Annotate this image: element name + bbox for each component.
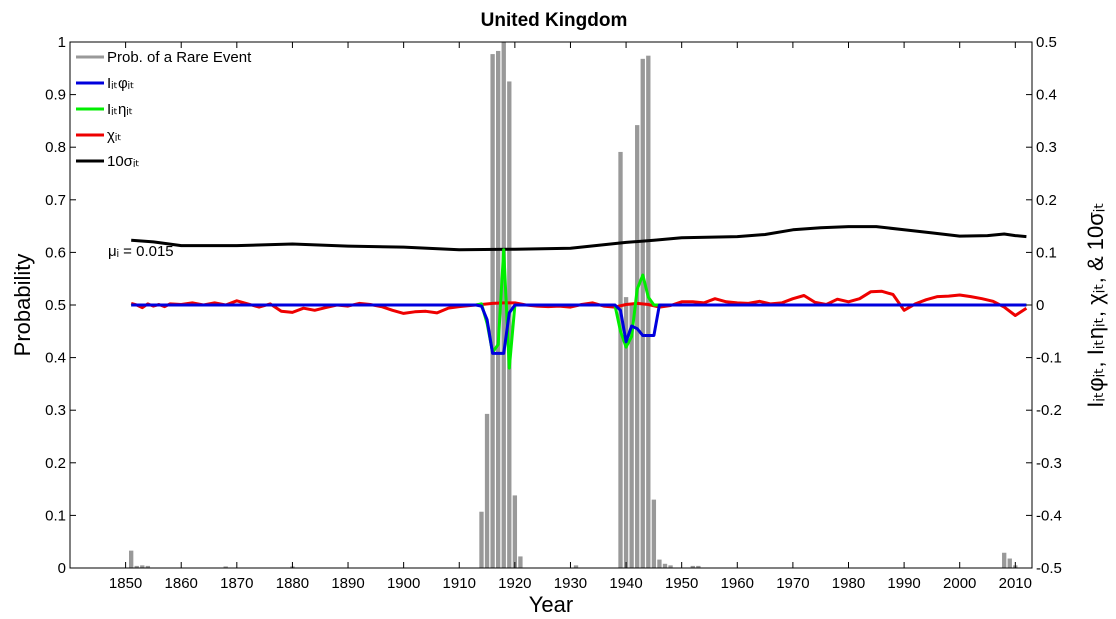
x-tick-label: 1920 bbox=[498, 575, 531, 592]
x-tick-label: 1880 bbox=[276, 575, 309, 592]
x-tick-label: 1870 bbox=[220, 575, 253, 592]
prob-bar bbox=[1007, 558, 1012, 568]
x-tick-label: 1910 bbox=[443, 575, 476, 592]
prob-bar bbox=[651, 499, 657, 568]
left-tick-label: 0 bbox=[58, 560, 66, 577]
prob-bar bbox=[623, 297, 629, 568]
left-tick-label: 0.5 bbox=[45, 297, 66, 314]
right-axis-label: Iᵢₜφᵢₜ, Iᵢₜηᵢₜ, χᵢₜ, & 10σᵢₜ bbox=[1083, 202, 1108, 407]
right-tick-label: 0.1 bbox=[1036, 244, 1057, 261]
prob-bar bbox=[507, 81, 512, 568]
x-tick-label: 2000 bbox=[943, 575, 976, 592]
x-tick-label: 1860 bbox=[165, 575, 198, 592]
right-tick-label: 0.5 bbox=[1036, 34, 1057, 51]
prob-bar bbox=[662, 563, 668, 568]
phi-line bbox=[131, 303, 1027, 355]
right-tick-label: 0 bbox=[1036, 297, 1044, 314]
prob-bar bbox=[484, 413, 490, 568]
left-tick-label: 0.9 bbox=[45, 87, 66, 104]
right-tick-label: 0.4 bbox=[1036, 87, 1057, 104]
x-tick-label: 1980 bbox=[832, 575, 865, 592]
prob-bar bbox=[518, 556, 523, 568]
chart-title: United Kingdom bbox=[481, 10, 628, 31]
prob-bar bbox=[640, 58, 645, 568]
prob-bar bbox=[696, 565, 701, 568]
legend: Prob. of a Rare Event Iᵢₜφᵢₜ Iᵢₜηᵢₜ χᵢₜ 10σᵢ… bbox=[76, 49, 252, 170]
sigma-line bbox=[131, 225, 1027, 252]
chi-legend-label: χᵢₜ bbox=[107, 127, 122, 144]
prob-bar bbox=[618, 151, 623, 568]
prob-bar bbox=[690, 565, 695, 568]
prob-bar bbox=[223, 566, 228, 568]
right-tick-label: -0.3 bbox=[1036, 455, 1062, 472]
mu-annotation: μᵢ = 0.015 bbox=[108, 243, 174, 260]
right-tick-label: -0.4 bbox=[1036, 507, 1062, 524]
x-tick-label: 1850 bbox=[109, 575, 142, 592]
prob-bar bbox=[629, 305, 634, 568]
x-tick-label: 1900 bbox=[387, 575, 420, 592]
prob-bar bbox=[573, 565, 579, 568]
right-tick-label: -0.1 bbox=[1036, 350, 1062, 367]
left-tick-label: 0.2 bbox=[45, 455, 66, 472]
probability-bars bbox=[128, 42, 1018, 568]
left-axis-label: Probability bbox=[10, 254, 35, 357]
prob-bar bbox=[145, 565, 151, 568]
sigma-legend-label: 10σᵢₜ bbox=[107, 153, 140, 170]
prob-bar bbox=[134, 565, 139, 568]
x-tick-label: 1950 bbox=[665, 575, 698, 592]
prob-legend-label: Prob. of a Rare Event bbox=[107, 49, 252, 66]
series-lines bbox=[130, 225, 1028, 370]
x-tick-label: 1970 bbox=[776, 575, 809, 592]
left-tick-label: 0.6 bbox=[45, 244, 66, 261]
x-axis-label: Year bbox=[529, 592, 573, 617]
prob-bar bbox=[512, 495, 518, 568]
phi-legend-label: Iᵢₜφᵢₜ bbox=[107, 75, 134, 92]
prob-bar bbox=[668, 565, 673, 568]
prob-bar bbox=[646, 55, 651, 568]
prob-bar bbox=[490, 54, 495, 568]
left-tick-label: 0.7 bbox=[45, 192, 66, 209]
x-tick-label: 1940 bbox=[609, 575, 642, 592]
left-tick-label: 0.3 bbox=[45, 402, 66, 419]
prob-bar bbox=[128, 550, 134, 568]
prob-bar bbox=[496, 50, 501, 568]
prob-bar bbox=[501, 42, 506, 568]
left-axis-ticks: 0 0.1 0.2 0.3 0.4 0.5 0.6 0.7 0.8 0.9 1 bbox=[45, 34, 76, 577]
left-tick-label: 1 bbox=[58, 34, 66, 51]
prob-bar bbox=[657, 559, 662, 568]
right-axis-ticks: -0.5 -0.4 -0.3 -0.2 -0.1 0 0.1 0.2 0.3 0.4 0.5 bbox=[1026, 34, 1062, 577]
eta-legend-label: Iᵢₜηᵢₜ bbox=[107, 101, 133, 118]
x-tick-label: 1990 bbox=[887, 575, 920, 592]
left-tick-label: 0.1 bbox=[45, 507, 66, 524]
prob-bar bbox=[1002, 552, 1007, 568]
left-tick-label: 0.4 bbox=[45, 350, 66, 367]
x-tick-label: 1930 bbox=[554, 575, 587, 592]
prob-bar bbox=[479, 511, 484, 568]
x-tick-label: 2010 bbox=[999, 575, 1032, 592]
right-tick-label: -0.2 bbox=[1036, 402, 1062, 419]
right-tick-label: 0.3 bbox=[1036, 139, 1057, 156]
left-tick-label: 0.8 bbox=[45, 139, 66, 156]
prob-bar bbox=[140, 565, 145, 568]
prob-bar bbox=[635, 125, 640, 568]
right-tick-label: -0.5 bbox=[1036, 560, 1062, 577]
x-axis-ticks: 1850 1860 1870 1880 1890 1900 1910 1920 1930 1940… bbox=[109, 42, 1032, 592]
x-tick-label: 1960 bbox=[721, 575, 754, 592]
x-tick-label: 1890 bbox=[331, 575, 364, 592]
right-tick-label: 0.2 bbox=[1036, 192, 1057, 209]
